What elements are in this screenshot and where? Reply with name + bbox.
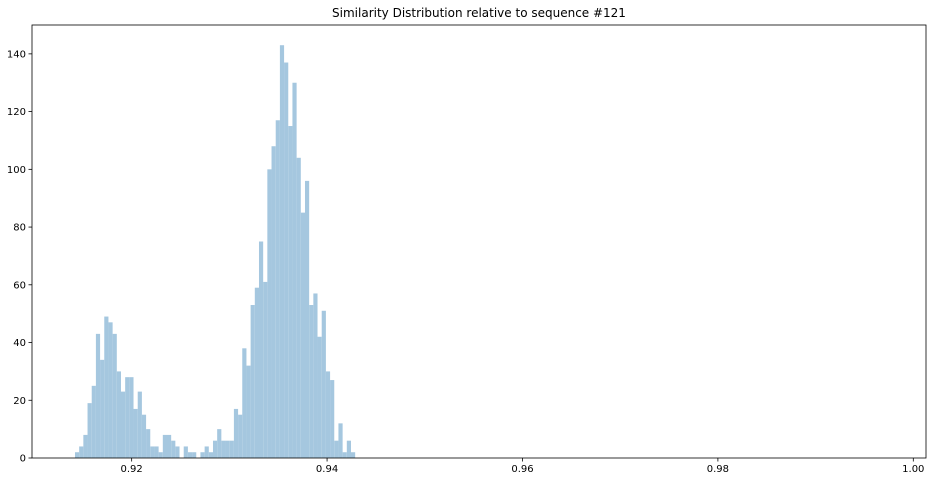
y-axis-ticks: 0 20 40 60 80 100 120 140 (7, 49, 32, 465)
histogram-bar (108, 322, 113, 458)
y-tick-label: 0 (20, 454, 26, 465)
histogram-bar (129, 377, 134, 458)
histogram-bar (342, 452, 347, 458)
histogram-bar (208, 452, 213, 458)
chart-title: Similarity Distribution relative to sequ… (332, 6, 626, 20)
y-tick-label: 40 (13, 338, 26, 349)
histogram-bar (250, 305, 255, 458)
histogram-bar (254, 287, 259, 458)
histogram-bar (263, 281, 268, 458)
histogram-bar (304, 180, 310, 458)
histogram-bar (292, 82, 297, 458)
y-tick-label: 20 (13, 396, 26, 407)
histogram-bar (187, 452, 193, 458)
y-tick-label: 60 (13, 280, 26, 291)
x-tick-label: 0.96 (511, 464, 533, 475)
histogram-bar (346, 440, 351, 458)
histogram-bar (158, 452, 163, 458)
histogram-bar (317, 336, 322, 458)
histogram-bar (192, 452, 197, 458)
histogram-bar (275, 120, 280, 458)
histogram-bar (233, 408, 239, 458)
histogram-bar (271, 146, 276, 459)
histogram-bar (200, 452, 205, 458)
y-tick-label: 140 (7, 49, 26, 60)
histogram-bar (162, 434, 167, 458)
x-tick-label: 1.00 (902, 464, 924, 475)
histogram-bar (74, 452, 80, 458)
histogram-bar (204, 446, 209, 458)
y-tick-label: 80 (13, 223, 26, 234)
histogram-bar (175, 446, 180, 458)
histogram-bar (334, 440, 339, 458)
histogram-bar (91, 385, 96, 458)
histogram-bar (246, 365, 251, 458)
x-tick-label: 0.94 (316, 464, 338, 475)
histogram-bar (238, 414, 243, 458)
x-axis-ticks: 0.92 0.94 0.96 0.98 1.00 (121, 458, 924, 475)
histogram-bar (313, 293, 318, 458)
histogram-bar (212, 440, 218, 458)
histogram-bar (267, 169, 272, 458)
histogram-bar (87, 403, 92, 458)
histogram-bar (104, 316, 109, 458)
histogram-bar (288, 126, 293, 458)
x-tick-label: 0.92 (121, 464, 143, 475)
histogram-bar (225, 440, 230, 458)
histogram-bar (166, 434, 172, 458)
histogram-bar (309, 305, 314, 458)
histogram-bar (300, 212, 305, 458)
bars (74, 45, 356, 459)
histogram-bar (279, 45, 285, 459)
histogram-bar (217, 429, 222, 458)
histogram-bar (100, 359, 105, 458)
x-tick-label: 0.98 (707, 464, 729, 475)
histogram-bar (95, 333, 101, 458)
plot-frame (31, 24, 927, 459)
y-tick-label: 120 (7, 107, 26, 118)
histogram-bar (325, 371, 331, 458)
histogram-bar (141, 414, 147, 458)
histogram-bar (183, 446, 188, 458)
histogram-bar (321, 310, 326, 458)
histogram-bar (284, 62, 289, 458)
histogram-bar (137, 391, 142, 458)
y-tick-label: 100 (7, 165, 26, 176)
histogram-bar (221, 440, 226, 458)
histogram-bar (146, 429, 151, 458)
histogram-bar (79, 446, 84, 458)
histogram-bar (154, 446, 159, 458)
histogram-bar (125, 377, 130, 458)
histogram-bar (83, 434, 88, 458)
histogram-bar (242, 348, 247, 458)
histogram-bar (229, 440, 234, 458)
histogram-bar (150, 446, 155, 458)
histogram-bar (330, 380, 335, 458)
histogram-bar (258, 241, 264, 458)
histogram-bar (296, 157, 301, 459)
histogram-bar (350, 452, 356, 458)
histogram-bar (133, 408, 138, 458)
histogram-bar (338, 423, 343, 458)
histogram-bar (120, 391, 126, 458)
histogram-bar (112, 333, 117, 458)
histogram-bar (171, 440, 176, 458)
histogram-bar (116, 371, 121, 458)
